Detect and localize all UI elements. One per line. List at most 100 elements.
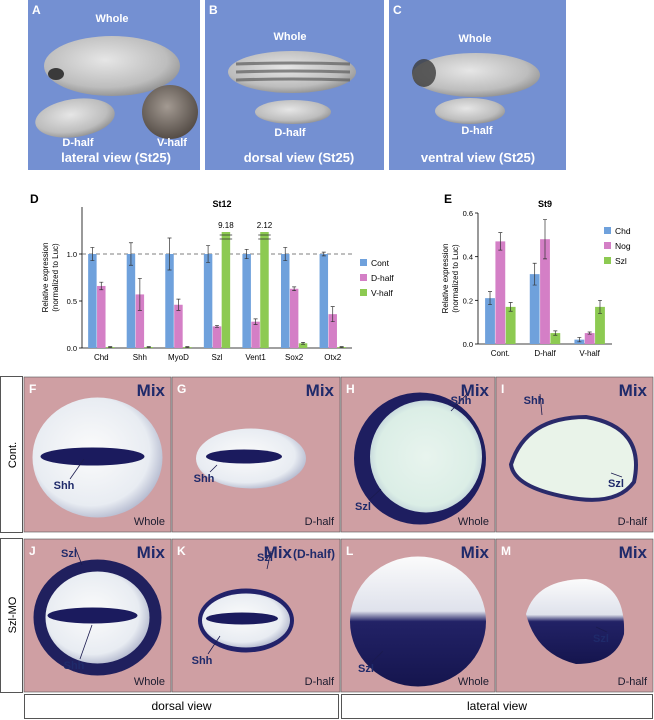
embryo — [44, 36, 180, 96]
x-tick-label: Sox2 — [285, 353, 304, 362]
leader-line — [371, 650, 384, 663]
legend-swatch — [360, 274, 367, 281]
y-axis-label-note: (normalized to Luc) — [51, 243, 60, 312]
embryo — [526, 579, 625, 664]
panel-title: Mix — [306, 381, 335, 400]
panel-title: Mix — [137, 381, 166, 400]
error-bar — [137, 278, 142, 311]
panel-title: Mix — [461, 543, 490, 562]
legend-label: Chd — [615, 226, 631, 236]
view-label: Whole — [458, 516, 489, 528]
embryo-stripe — [235, 69, 351, 74]
error-bar — [185, 346, 190, 348]
bar — [242, 254, 251, 348]
leader-line — [368, 488, 382, 501]
chart-title: St12 — [212, 199, 231, 209]
bar — [174, 304, 183, 348]
leader-line — [266, 550, 272, 570]
panel-letter: G — [177, 382, 186, 396]
legend-swatch — [604, 257, 611, 264]
embryo-stripe — [235, 61, 351, 66]
error-bar — [301, 342, 306, 345]
leader-line — [450, 393, 468, 412]
bar — [260, 232, 269, 348]
panel-letter: K — [177, 544, 186, 558]
error-bar — [292, 286, 297, 292]
gene-label: Shh — [194, 473, 215, 485]
panel-letter: E — [444, 192, 452, 206]
legend-swatch — [604, 227, 611, 234]
error-bar — [215, 325, 219, 328]
view-label: Whole — [134, 516, 165, 528]
leader-line — [207, 635, 221, 655]
stain — [40, 447, 145, 466]
embryo-label: D-half — [62, 137, 94, 149]
chart-title: St9 — [538, 199, 552, 209]
panel-letter: C — [393, 3, 402, 17]
gene-label: Szl — [593, 633, 609, 645]
view-caption: dorsal view (St25) — [244, 150, 355, 165]
error-bar — [321, 251, 326, 257]
error-bar — [330, 306, 335, 323]
y-tick-label: 0.0 — [463, 340, 473, 349]
view-label: Whole — [134, 676, 165, 688]
panel-letter: M — [501, 544, 511, 558]
bar — [595, 306, 605, 344]
error-bar — [176, 298, 181, 311]
row-label: Szl-MO — [7, 596, 19, 633]
error-bar — [206, 245, 211, 263]
error-bar — [253, 318, 258, 325]
bars — [88, 232, 346, 348]
legend-swatch — [604, 242, 611, 249]
legend-label: Nog — [615, 241, 631, 251]
legend-swatch — [360, 259, 367, 266]
row-label: Cont. — [7, 442, 19, 468]
gene-label: Szl — [608, 478, 624, 490]
embryo-inner — [370, 400, 482, 513]
embryo-label: Whole — [274, 31, 307, 43]
x-tick-label: V-half — [579, 349, 600, 358]
embryo-head — [412, 59, 436, 87]
embryo — [435, 98, 505, 124]
bar — [529, 274, 540, 344]
bar — [584, 333, 595, 344]
view-label: D-half — [618, 676, 648, 688]
gene-label: Shh — [192, 655, 213, 667]
embryo — [35, 98, 115, 138]
error-bar — [553, 330, 558, 336]
x-tick-label: Otx2 — [324, 353, 341, 362]
y-tick-label: 0.5 — [67, 297, 77, 306]
gene-label: Szl — [358, 663, 374, 675]
error-bar — [498, 232, 503, 251]
embryo — [255, 100, 331, 124]
embryo-label: Whole — [96, 13, 129, 25]
bar — [495, 241, 506, 344]
bar — [298, 343, 308, 348]
error-bar — [597, 299, 602, 314]
bar — [212, 326, 222, 348]
error-bar — [90, 247, 95, 261]
embryo — [350, 556, 486, 687]
bar — [328, 314, 337, 348]
bars — [485, 219, 605, 344]
legend-label: Szl — [615, 256, 627, 266]
y-tick-label: 0.6 — [463, 209, 473, 218]
x-tick-label: Shh — [133, 353, 147, 362]
gene-label: Szl — [61, 548, 77, 560]
bar — [126, 254, 136, 348]
gene-label: Shh — [54, 480, 75, 492]
x-tick-label: D-half — [534, 349, 556, 358]
error-bar — [99, 281, 104, 291]
panel-title: Mix — [137, 543, 166, 562]
error-bar — [146, 346, 151, 348]
view-caption: lateral view (St25) — [61, 150, 171, 165]
stain — [47, 607, 138, 624]
gene-label: Szl — [355, 501, 371, 513]
gene-label: Shh — [524, 395, 545, 407]
embryo-eye — [48, 68, 64, 80]
x-tick-label: Vent1 — [245, 353, 266, 362]
value-label: 2.12 — [257, 221, 273, 230]
bar — [505, 306, 516, 344]
embryo-label: D-half — [274, 127, 306, 139]
bar — [280, 254, 290, 348]
